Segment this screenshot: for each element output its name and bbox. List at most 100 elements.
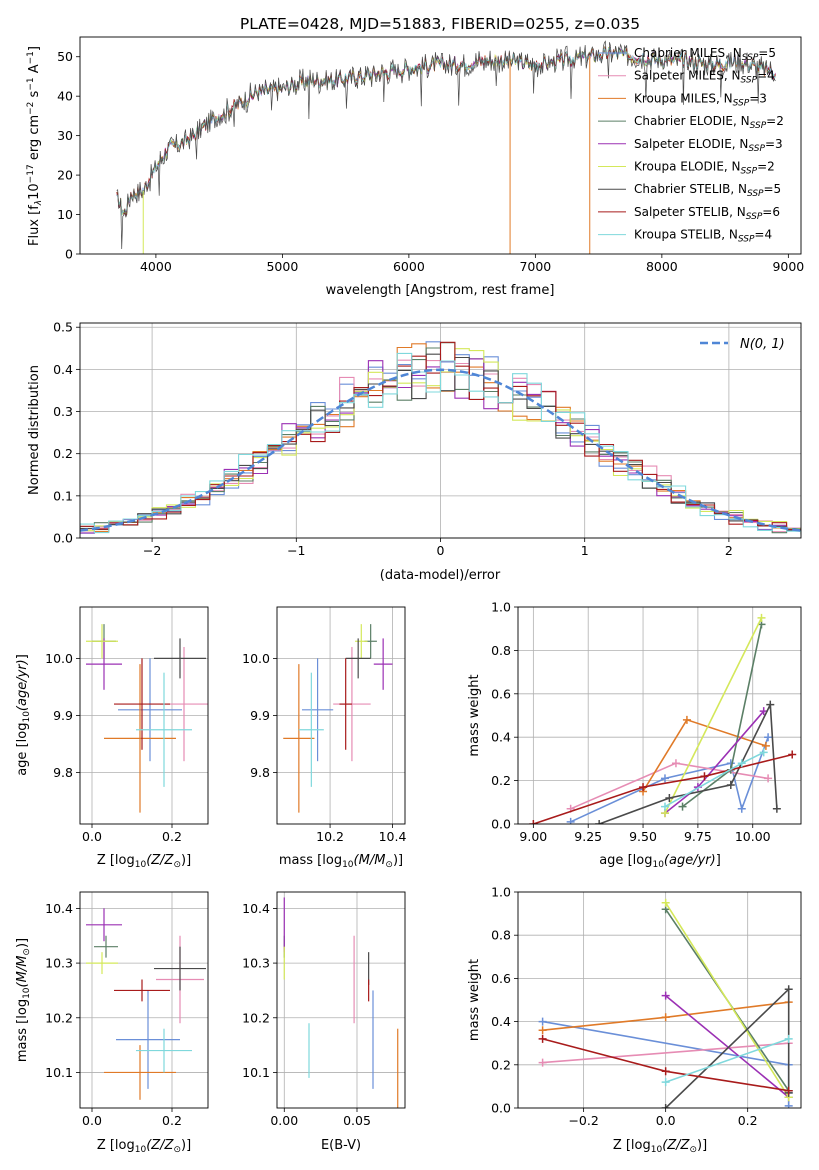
y-tick-label: 10.1 xyxy=(45,1065,73,1080)
legend-label: Kroupa MILES, NSSP=3 xyxy=(634,91,767,108)
weight-marker xyxy=(661,1067,670,1076)
weight-marker xyxy=(639,783,648,792)
axes-frame xyxy=(79,36,802,255)
residuals-ylabel: Normed distribution xyxy=(27,365,42,495)
ylabel-part: erg cm xyxy=(27,115,42,164)
ylabel-part: s xyxy=(27,90,42,101)
x-tick-label: 0.2 xyxy=(738,1113,758,1128)
y-tick-label: 10.3 xyxy=(45,956,73,971)
weight-marker xyxy=(759,748,768,757)
weight-line xyxy=(665,987,790,1108)
weight-marker xyxy=(761,741,770,750)
y-tick-label: 9.9 xyxy=(250,708,270,723)
ylabel-sup: −1 xyxy=(26,51,36,64)
ylabel-sub: λ xyxy=(34,200,44,206)
weight-marker xyxy=(661,898,670,907)
part: ] xyxy=(716,853,721,868)
legend-value: =2 xyxy=(766,114,784,128)
axes-age_vs_mass: 10.2 10.4 9.8 9.9 10.0 xyxy=(242,606,406,844)
weight-marker xyxy=(788,750,797,759)
part: ] xyxy=(15,654,30,659)
weight-marker xyxy=(538,1017,547,1026)
y-tick-label: 0.4 xyxy=(491,1014,511,1029)
legend-subscript: SSP xyxy=(747,189,764,199)
ylabel-part: ] xyxy=(27,46,42,51)
y-tick-label: 0 xyxy=(65,247,73,262)
x-tick-label: 9.00 xyxy=(519,829,547,844)
weight-marker xyxy=(764,733,773,742)
spectrum-legend: Chabrier MILES, NSSP=5 Salpeter MILES, NS… xyxy=(598,46,784,245)
spectrum-ylabel: Flux [fλ10−17 erg cm−2 s−1 A−1] xyxy=(26,46,44,246)
y-tick-label: 10.2 xyxy=(45,1010,73,1025)
legend-subscript: SSP xyxy=(741,167,758,177)
mass-ylabel: mass [log10(M/M⊙)] xyxy=(15,938,32,1062)
weight-line xyxy=(665,995,790,1098)
legend-label: Chabrier MILES, NSSP=5 xyxy=(634,46,776,63)
y-tick-label: 10.2 xyxy=(242,1010,270,1025)
legend-label: N(0, 1) xyxy=(740,337,785,352)
weight-marker xyxy=(737,804,746,813)
z-xlabel: Z [log10(Z/Z⊙)] xyxy=(613,1138,707,1155)
y-tick-label: 0.6 xyxy=(491,686,511,701)
y-tick-label: 9.8 xyxy=(53,765,73,780)
legend-value: =4 xyxy=(757,69,775,83)
axes-weight_vs_age: 9.00 9.25 9.50 9.75 10.00 0.0 0.2 0.4 0.6 0.8 1.0 xyxy=(491,600,802,844)
legend-value: =5 xyxy=(758,46,776,60)
x-tick-label: 2 xyxy=(725,543,733,558)
axes-weight_vs_Z: −0.2 0.0 0.2 0.0 0.2 0.4 0.6 0.8 1.0 xyxy=(491,885,802,1128)
y-tick-label: 0.0 xyxy=(491,1101,511,1116)
weight-line xyxy=(533,753,793,824)
x-tick-label: 0.0 xyxy=(82,829,102,844)
sub: ⊙ xyxy=(173,860,181,870)
weight-marker xyxy=(671,759,680,768)
y-tick-label: 0.6 xyxy=(491,971,511,986)
ylabel-sup: −2 xyxy=(26,102,36,115)
weight-marker xyxy=(757,613,766,622)
axes-age_vs_Z: 0.0 0.2 9.8 9.9 10.0 xyxy=(45,606,209,844)
x-tick-label: 0.2 xyxy=(162,829,182,844)
weight-marker xyxy=(678,802,687,811)
part: (age/yr) xyxy=(664,853,716,868)
weight-marker xyxy=(766,700,775,709)
weight-marker xyxy=(764,774,773,783)
x-tick-label: −2 xyxy=(143,543,161,558)
plot-area xyxy=(283,624,393,813)
legend-subscript: SSP xyxy=(748,144,765,154)
part: (Z/Z xyxy=(662,1138,690,1153)
x-tick-label: 8000 xyxy=(646,259,678,274)
sub: ⊙ xyxy=(173,1145,181,1155)
ylabel-sup: −1 xyxy=(26,77,36,90)
part: (M/M xyxy=(15,956,30,988)
legend-value: =6 xyxy=(762,205,780,219)
x-tick-label: −0.2 xyxy=(568,1113,598,1128)
y-tick-label: 1.0 xyxy=(491,600,511,615)
plot-area xyxy=(80,341,801,535)
sub: ⊙ xyxy=(385,860,393,870)
sub: 10 xyxy=(651,1145,663,1155)
figure-title: PLATE=0428, MJD=51883, FIBERID=0255, z=0… xyxy=(240,15,640,33)
legend-label: Salpeter ELODIE, NSSP=3 xyxy=(634,137,783,154)
axes-frame xyxy=(517,891,802,1109)
x-tick-label: 0.2 xyxy=(162,1113,182,1128)
ylabel-part: A xyxy=(27,64,42,77)
part: )] xyxy=(15,938,30,948)
sub: 10 xyxy=(652,860,664,870)
legend-subscript: SSP xyxy=(741,76,758,86)
ylabel-part: 10 xyxy=(27,183,42,200)
histogram-salpeter-stelib xyxy=(80,341,801,532)
x-tick-label: 0.0 xyxy=(656,1113,676,1128)
part: )] xyxy=(697,1138,707,1153)
weight-ylabel: mass weight xyxy=(467,674,482,756)
legend-label: Salpeter MILES, NSSP=4 xyxy=(634,69,775,86)
legend-label: Chabrier STELIB, NSSP=5 xyxy=(634,182,781,199)
y-tick-label: 0.3 xyxy=(53,404,73,419)
weight-marker xyxy=(661,1078,670,1087)
y-tick-label: 30 xyxy=(57,128,73,143)
axes-frame xyxy=(79,322,802,539)
x-tick-label: 10.2 xyxy=(316,829,344,844)
legend-subscript: SSP xyxy=(733,98,750,108)
weight-marker xyxy=(595,820,604,824)
x-tick-label: 6000 xyxy=(393,259,425,274)
weight-marker xyxy=(682,715,691,724)
axes-frame xyxy=(517,606,802,825)
